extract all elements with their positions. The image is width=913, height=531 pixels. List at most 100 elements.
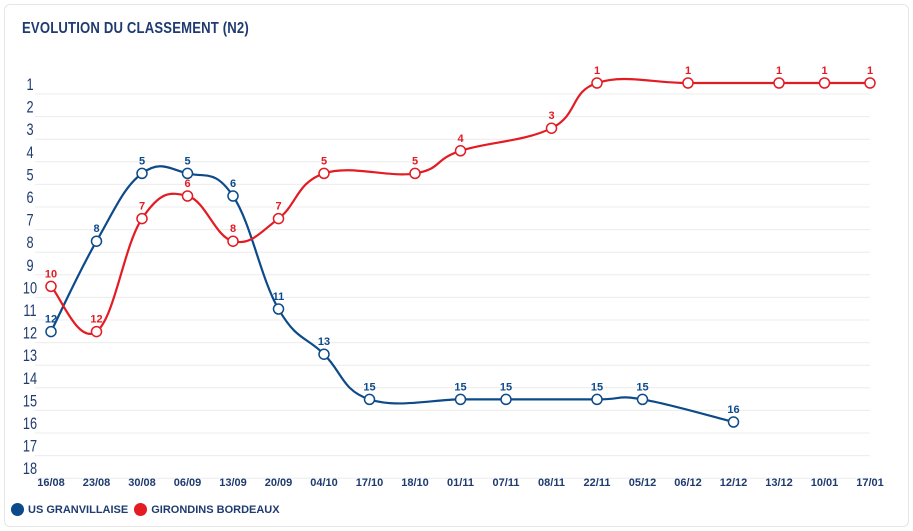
data-point[interactable] (227, 190, 239, 202)
data-label: 6 (230, 178, 236, 190)
data-label: 3 (548, 110, 554, 122)
data-point[interactable] (136, 212, 148, 225)
data-point[interactable] (136, 167, 148, 180)
legend-item-granvillaise[interactable]: US GRANVILLAISE (11, 503, 128, 516)
x-tick-label: 08/11 (538, 477, 565, 489)
data-label: 13 (318, 336, 330, 348)
y-tick-label: 16 (23, 414, 37, 433)
series-line-1 (50, 77, 870, 335)
data-label: 6 (184, 178, 190, 190)
data-point[interactable] (318, 167, 330, 180)
legend-label-granvillaise: US GRANVILLAISE (28, 503, 129, 516)
x-tick-label: 06/12 (674, 477, 702, 489)
data-point[interactable] (227, 235, 239, 247)
data-point[interactable] (636, 393, 649, 406)
data-label: 16 (727, 404, 739, 416)
y-tick-label: 9 (26, 256, 33, 275)
data-point[interactable] (90, 325, 103, 338)
y-tick-label: 17 (23, 437, 37, 456)
y-tick-label: 6 (26, 188, 33, 207)
data-label: 15 (636, 381, 648, 393)
y-tick-label: 15 (23, 392, 37, 411)
x-tick-label: 04/10 (310, 477, 338, 489)
x-tick-label: 01/11 (447, 477, 474, 489)
data-point[interactable] (90, 235, 103, 247)
x-tick-label: 23/08 (83, 477, 111, 489)
x-tick-label: 07/11 (493, 477, 520, 489)
y-tick-label: 3 (26, 120, 33, 139)
y-tick-label: 4 (26, 143, 33, 162)
data-label: 11 (273, 291, 285, 303)
data-point[interactable] (45, 280, 57, 293)
y-tick-label: 11 (23, 301, 36, 320)
data-label: 5 (184, 155, 190, 167)
data-label: 7 (275, 201, 281, 213)
data-point[interactable] (318, 348, 330, 360)
data-label: 5 (321, 155, 327, 167)
y-tick-label: 7 (26, 211, 33, 230)
data-point[interactable] (272, 212, 285, 225)
data-point[interactable] (454, 145, 467, 157)
data-label: 15 (500, 381, 512, 393)
data-point[interactable] (500, 393, 512, 406)
data-label: 15 (591, 381, 603, 393)
chart-card (4, 4, 909, 527)
x-axis-ticks: 16/08 23/08 30/08 06/09 13/09 20/09 04/10 17/10… (37, 477, 884, 489)
x-tick-label: 05/12 (629, 477, 657, 489)
data-label: 12 (45, 314, 57, 326)
data-point[interactable] (818, 77, 831, 89)
data-point[interactable] (363, 393, 376, 406)
data-point[interactable] (864, 77, 876, 89)
x-tick-label: 06/09 (174, 477, 202, 489)
data-point[interactable] (181, 167, 194, 180)
y-tick-label: 8 (26, 233, 33, 252)
data-label: 15 (363, 381, 375, 393)
legend-swatch-bordeaux (134, 503, 148, 516)
y-tick-label: 2 (26, 98, 33, 117)
x-tick-label: 12/12 (720, 477, 748, 489)
y-tick-label: 1 (26, 75, 33, 94)
data-label: 4 (457, 133, 464, 145)
y-tick-label: 10 (23, 279, 37, 298)
data-label: 1 (776, 65, 782, 77)
y-tick-label: 12 (23, 324, 37, 343)
series-lines (50, 77, 870, 424)
data-point[interactable] (682, 77, 694, 89)
data-label: 5 (412, 155, 418, 167)
y-tick-label: 13 (23, 346, 37, 365)
data-point[interactable] (591, 77, 603, 89)
x-tick-label: 17/01 (856, 477, 884, 489)
data-label: 1 (867, 65, 873, 77)
x-tick-label: 13/12 (765, 477, 793, 489)
legend: US GRANVILLAISE GIRONDINS BORDEAUX (11, 503, 286, 516)
chart-title: EVOLUTION DU CLASSEMENT (N2) (22, 20, 249, 37)
data-label: 12 (90, 314, 102, 326)
x-tick-label: 20/09 (265, 477, 293, 489)
y-tick-label: 14 (23, 369, 37, 388)
data-point[interactable] (272, 303, 285, 315)
x-tick-label: 18/10 (401, 477, 429, 489)
legend-swatch-granvillaise (11, 503, 24, 516)
data-point[interactable] (409, 167, 421, 180)
data-point[interactable] (591, 393, 603, 406)
data-label: 5 (139, 155, 145, 167)
x-tick-label: 16/08 (37, 477, 65, 489)
series-points (45, 77, 876, 428)
x-tick-label: 17/10 (356, 477, 384, 489)
data-point[interactable] (181, 190, 194, 202)
x-tick-label: 13/09 (219, 477, 247, 489)
data-point[interactable] (545, 122, 558, 134)
data-point[interactable] (45, 325, 57, 338)
x-tick-label: 30/08 (128, 477, 156, 489)
data-point[interactable] (727, 416, 740, 428)
data-label: 15 (454, 381, 466, 393)
data-point[interactable] (773, 77, 785, 89)
data-label: 8 (230, 223, 236, 235)
legend-item-bordeaux[interactable]: GIRONDINS BORDEAUX (134, 503, 280, 516)
data-point[interactable] (454, 393, 467, 406)
data-label: 1 (821, 65, 827, 77)
data-label: 1 (685, 65, 691, 77)
